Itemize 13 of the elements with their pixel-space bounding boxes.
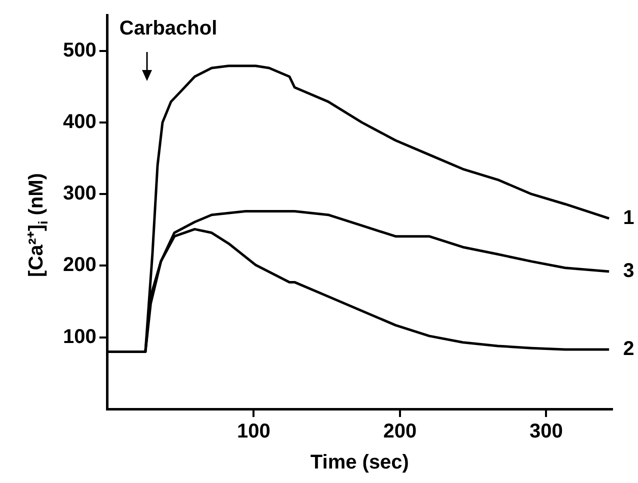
x-tick-label: 200 — [383, 420, 417, 443]
x-tick-label: 100 — [236, 420, 270, 443]
x-axis-title: Time (sec) — [310, 452, 409, 474]
series-label: 3 — [623, 260, 634, 282]
y-tick-label: 100 — [62, 326, 96, 348]
series-label: 1 — [623, 206, 634, 229]
annotation: Carbachol — [119, 18, 218, 40]
series-label: 2 — [623, 338, 634, 360]
y-tick-label: 200 — [62, 254, 96, 276]
y-tick-label: 300 — [62, 182, 96, 205]
x-tick-label: 300 — [529, 420, 563, 443]
y-tick-label: 500 — [62, 39, 96, 62]
y-tick-label: 400 — [62, 110, 96, 133]
